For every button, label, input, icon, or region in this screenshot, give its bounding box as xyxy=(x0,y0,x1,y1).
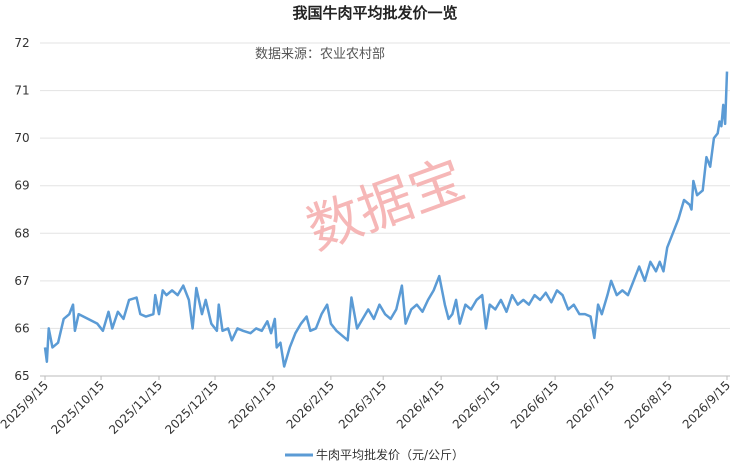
x-tick-label: 2026/6/15 xyxy=(508,378,561,431)
y-tick-label: 70 xyxy=(14,131,29,145)
y-tick-label: 69 xyxy=(14,179,29,193)
x-tick-label: 2025/10/15 xyxy=(48,378,107,437)
x-tick-label: 2026/8/15 xyxy=(622,378,675,431)
x-tick-label: 2026/1/15 xyxy=(226,378,279,431)
x-tick-label: 2025/12/15 xyxy=(162,378,221,437)
y-tick-label: 68 xyxy=(14,226,29,240)
line-series xyxy=(43,71,729,368)
y-tick-label: 67 xyxy=(14,274,29,288)
x-tick-label: 2026/2/15 xyxy=(284,378,337,431)
x-tick-label: 2026/9/15 xyxy=(680,378,733,431)
x-tick-label: 2025/9/15 xyxy=(0,378,51,431)
x-tick-label: 2026/4/15 xyxy=(394,378,447,431)
x-tick-label: 2025/11/15 xyxy=(106,378,165,437)
y-tick-label: 72 xyxy=(14,36,29,50)
chart-title: 我国牛肉平均批发价一览 xyxy=(292,4,457,22)
y-tick-label: 65 xyxy=(14,369,29,383)
x-tick-label: 2026/7/15 xyxy=(564,378,617,431)
legend-label: 牛肉平均批发价（元/公斤） xyxy=(316,447,464,462)
x-tick-label: 2026/3/15 xyxy=(336,378,389,431)
x-tick-label: 2026/5/15 xyxy=(450,378,503,431)
y-tick-label: 66 xyxy=(14,321,29,335)
watermark: 数据宝 xyxy=(299,147,473,262)
subtitle: 数据来源：农业农村部 xyxy=(255,47,385,62)
y-tick-label: 71 xyxy=(14,84,29,98)
